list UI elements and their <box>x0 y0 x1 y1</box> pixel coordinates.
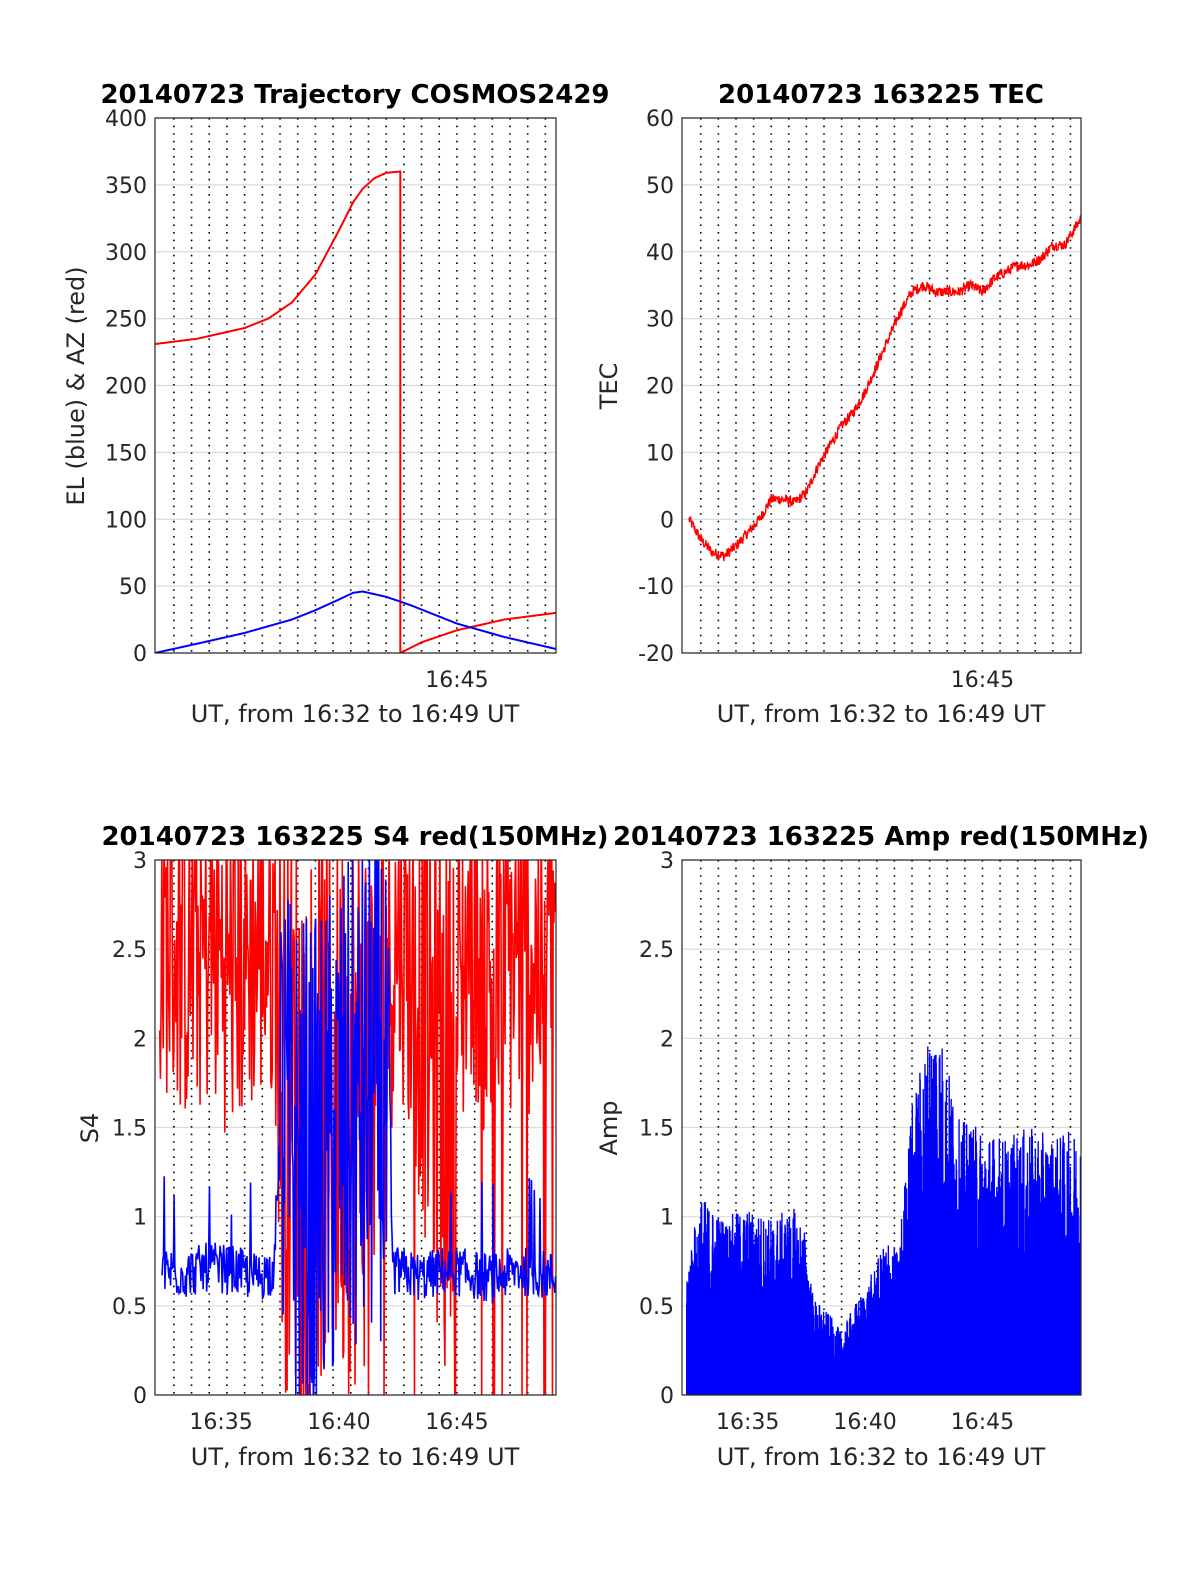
elevation-series-line <box>155 590 556 653</box>
trajectory-panel: 20140723 Trajectory COSMOS2429 UT, from … <box>62 80 610 728</box>
y-tick-label: 3 <box>133 849 147 874</box>
y-tick-label: 1 <box>660 1206 674 1231</box>
s4-ylabel: S4 <box>76 1113 104 1144</box>
y-tick-label: 60 <box>646 107 674 132</box>
amp-title: 20140723 163225 Amp red(150MHz) <box>613 822 1149 852</box>
y-tick-label: 30 <box>646 308 674 333</box>
y-tick-label: 50 <box>646 174 674 199</box>
s4-title: 20140723 163225 S4 red(150MHz) <box>101 822 608 852</box>
x-tick-label: 16:45 <box>951 668 1014 693</box>
amp-xlabel: UT, from 16:32 to 16:49 UT <box>717 1443 1046 1471</box>
y-tick-label: 50 <box>119 575 147 600</box>
tec-ylabel: TEC <box>595 363 623 411</box>
y-tick-label: 100 <box>105 508 147 533</box>
tec-xlabel: UT, from 16:32 to 16:49 UT <box>717 700 1046 728</box>
trajectory-xlabel: UT, from 16:32 to 16:49 UT <box>191 700 520 728</box>
x-tick-label: 16:40 <box>833 1410 896 1435</box>
x-tick-label: 16:45 <box>425 668 488 693</box>
axes-frame <box>681 117 1082 654</box>
tec-panel: 20140723 163225 TEC UT, from 16:32 to 16… <box>595 80 1082 728</box>
y-tick-label: 150 <box>105 441 147 466</box>
y-tick-label: 1 <box>133 1206 147 1231</box>
y-tick-label: -20 <box>638 642 674 667</box>
y-tick-label: 0.5 <box>112 1295 147 1320</box>
y-tick-label: 10 <box>646 441 674 466</box>
x-tick-label: 16:35 <box>189 1410 252 1435</box>
y-tick-label: 40 <box>646 241 674 266</box>
x-tick-label: 16:45 <box>425 1410 488 1435</box>
tec-title: 20140723 163225 TEC <box>718 80 1044 110</box>
azimuth-series-line <box>155 170 556 653</box>
x-tick-label: 16:45 <box>951 1410 1014 1435</box>
y-tick-label: 250 <box>105 308 147 333</box>
y-tick-label: 0 <box>660 508 674 533</box>
amp-series-line <box>685 1046 1081 1395</box>
amp-panel: 20140723 163225 Amp red(150MHz) UT, from… <box>595 822 1149 1471</box>
s4-xlabel: UT, from 16:32 to 16:49 UT <box>191 1443 520 1471</box>
axes-frame <box>681 859 1082 1396</box>
x-tick-label: 16:40 <box>307 1410 370 1435</box>
trajectory-title: 20140723 Trajectory COSMOS2429 <box>100 80 609 110</box>
x-tick-label: 16:35 <box>716 1410 779 1435</box>
y-tick-label: 1.5 <box>639 1117 674 1142</box>
axes-frame <box>154 117 557 654</box>
y-tick-label: 2.5 <box>112 938 147 963</box>
y-tick-label: 2 <box>660 1027 674 1052</box>
s4-blue-series-line <box>161 860 556 1395</box>
y-tick-label: 300 <box>105 241 147 266</box>
y-tick-label: -10 <box>638 575 674 600</box>
y-tick-label: 3 <box>660 849 674 874</box>
y-tick-label: 400 <box>105 107 147 132</box>
s4-panel: 20140723 163225 S4 red(150MHz) UT, from … <box>76 822 609 1471</box>
y-tick-label: 350 <box>105 174 147 199</box>
y-tick-label: 2 <box>133 1027 147 1052</box>
y-tick-label: 0.5 <box>639 1295 674 1320</box>
axes-frame <box>154 859 557 1396</box>
amp-ylabel: Amp <box>595 1100 623 1155</box>
y-tick-label: 2.5 <box>639 938 674 963</box>
y-tick-label: 20 <box>646 375 674 400</box>
trajectory-ylabel: EL (blue) & AZ (red) <box>62 266 90 505</box>
y-tick-label: 200 <box>105 375 147 400</box>
tec-series-line <box>688 215 1081 562</box>
y-tick-label: 0 <box>133 1384 147 1409</box>
y-tick-label: 0 <box>133 642 147 667</box>
y-tick-label: 0 <box>660 1384 674 1409</box>
y-tick-label: 1.5 <box>112 1117 147 1142</box>
